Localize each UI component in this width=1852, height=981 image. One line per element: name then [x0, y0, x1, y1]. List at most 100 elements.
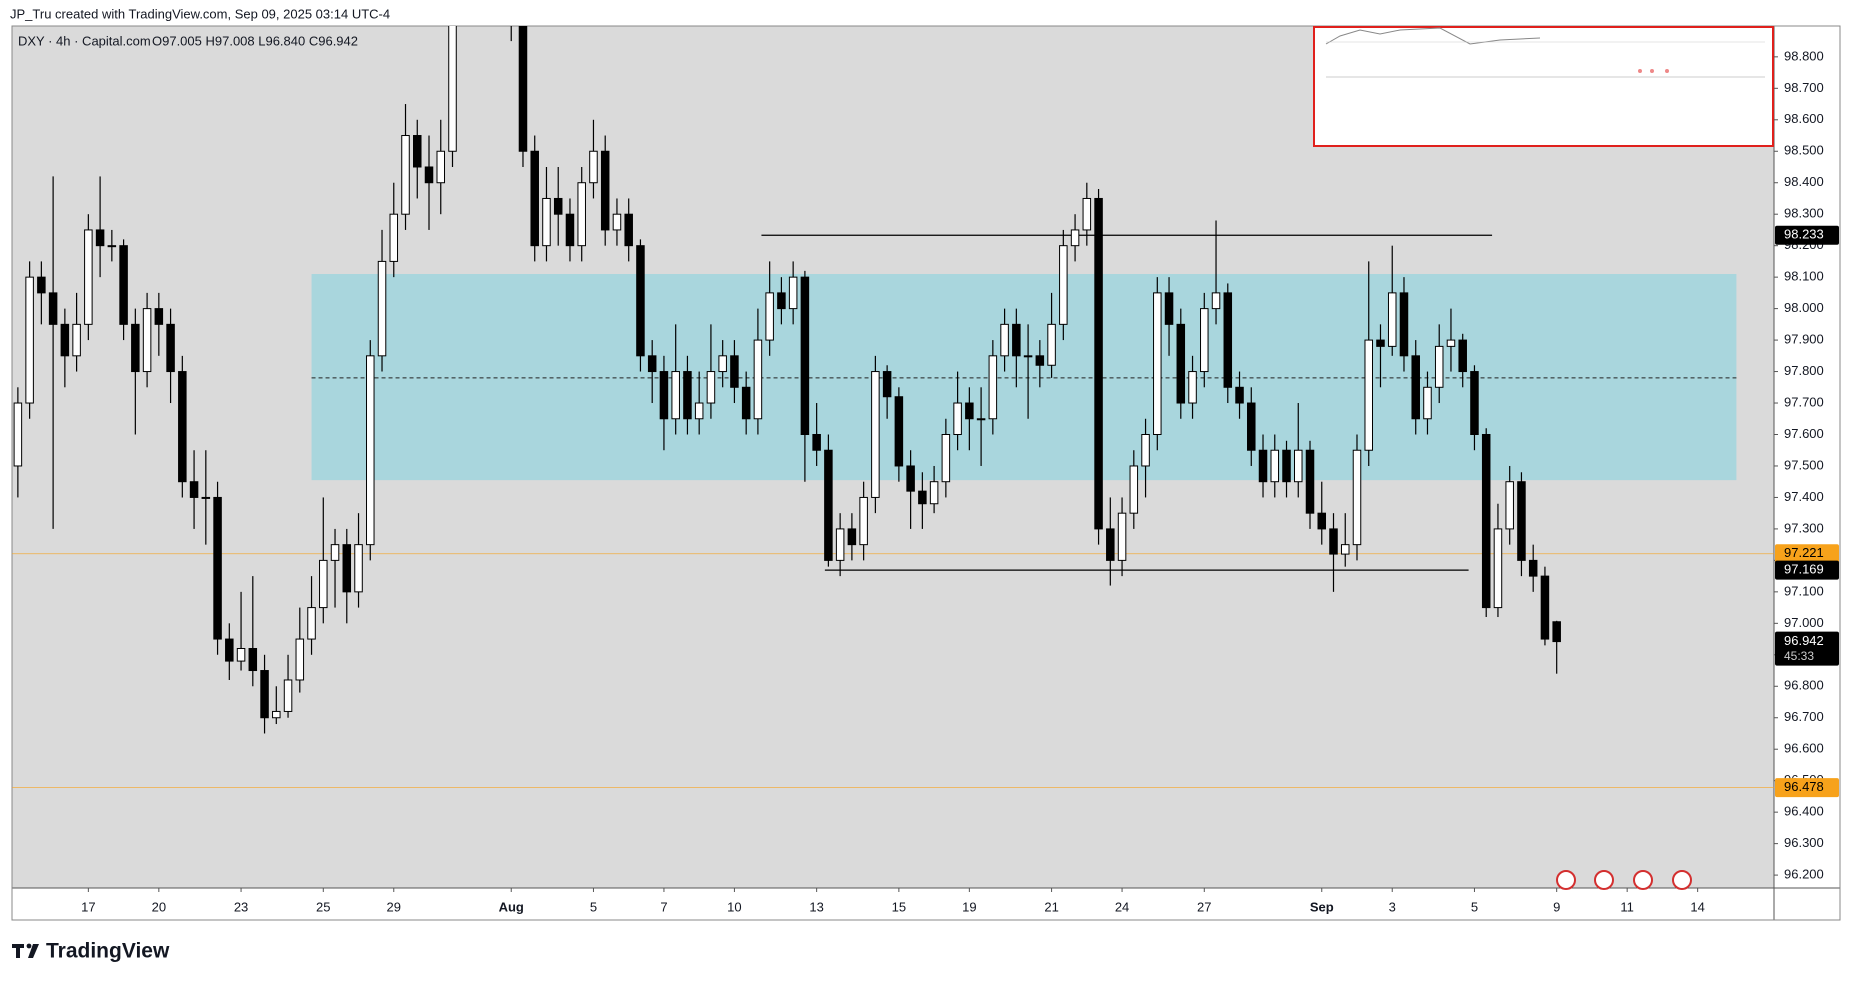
candle-body: [1423, 386, 1432, 420]
candle-body: [835, 528, 845, 561]
candle-body: [812, 433, 821, 451]
x-tick-label: 17: [81, 899, 95, 914]
header: JP_Tru created with TradingView.com, Sep…: [10, 6, 390, 21]
candle-body: [612, 213, 622, 231]
candle-body: [530, 150, 539, 247]
candle-body: [1352, 449, 1362, 546]
x-tick-label: 7: [660, 899, 667, 914]
candle-body: [25, 276, 34, 404]
y-tick-label: 97.300: [1784, 520, 1824, 535]
candle-body: [1023, 355, 1033, 358]
candle-body: [800, 276, 810, 435]
y-tick-label: 98.600: [1784, 111, 1824, 126]
plot-layer: [12, 26, 1774, 789]
candle-body: [342, 544, 352, 593]
inset-dot: [1650, 69, 1654, 73]
price-label-box: [1775, 631, 1839, 666]
event-flag[interactable]: [1594, 870, 1614, 890]
y-tick-label: 96.300: [1784, 835, 1824, 850]
candle-body: [988, 355, 998, 420]
candle-body: [307, 607, 316, 640]
candle-body: [859, 496, 868, 546]
price-label: 98.233: [1784, 227, 1824, 242]
x-tick-label: 15: [892, 899, 906, 914]
y-tick-label: 98.800: [1784, 48, 1824, 63]
candle-body: [236, 648, 246, 662]
x-tick-label: Sep: [1310, 899, 1334, 914]
candle-body: [741, 386, 751, 420]
candle-body: [1047, 323, 1056, 366]
candle-body: [929, 481, 939, 505]
logo-mark: [26, 943, 32, 949]
candle-body: [976, 418, 986, 421]
countdown: 45:33: [1784, 649, 1814, 663]
candle-body: [131, 323, 140, 373]
event-flag[interactable]: [1633, 870, 1653, 890]
candle-body: [166, 323, 175, 373]
candle-body: [1176, 323, 1186, 404]
price-label-box: [1775, 778, 1839, 798]
candle-body: [1340, 544, 1350, 555]
candle-body: [1411, 355, 1420, 420]
y-tick-label: 97.400: [1784, 489, 1824, 504]
candle-body: [894, 396, 904, 467]
candle-body: [906, 465, 915, 492]
candle-body: [413, 135, 422, 168]
price-label: 96.942: [1784, 633, 1824, 648]
y-tick-label: 97.600: [1784, 426, 1824, 441]
candle-body: [142, 308, 152, 373]
candle-body: [1387, 292, 1397, 347]
x-tick-label: 21: [1044, 899, 1058, 914]
legend-ohlc: O97.005 H97.008 L96.840 C96.942: [152, 33, 358, 48]
candle-body: [847, 528, 857, 546]
candle-body: [1317, 512, 1327, 530]
candle-body: [624, 213, 633, 247]
candle-body: [60, 323, 70, 357]
x-tick-label: 5: [1471, 899, 1478, 914]
candle-body: [600, 150, 610, 231]
candle-body: [542, 197, 551, 247]
event-icons: [1556, 870, 1692, 890]
y-tick-label: 97.100: [1784, 583, 1824, 598]
candle-body: [1012, 323, 1021, 357]
candle-body: [1329, 528, 1338, 555]
candle-body: [1552, 621, 1561, 643]
candle-body: [1164, 292, 1174, 325]
x-tick-label: 9: [1553, 899, 1560, 914]
candle-body: [119, 245, 128, 325]
x-tick-label: 25: [316, 899, 330, 914]
y-tick-label: 98.700: [1784, 80, 1824, 95]
candle-body: [330, 544, 340, 561]
x-tick-label: 29: [387, 899, 401, 914]
x-tick-label: 11: [1620, 899, 1634, 914]
candle-body: [694, 402, 704, 420]
y-tick-label: 98.100: [1784, 269, 1824, 284]
x-tick-label: 5: [590, 899, 597, 914]
candle-body: [1528, 559, 1538, 577]
candle-body: [1153, 292, 1162, 435]
inset-dot: [1638, 69, 1642, 73]
candle-body: [730, 355, 739, 388]
candle-body: [260, 670, 269, 719]
candle-body: [1223, 292, 1233, 388]
zone: [311, 273, 1737, 481]
candle-body: [48, 292, 58, 325]
candle-body: [882, 371, 892, 398]
candle-body: [1141, 433, 1150, 467]
candle-body: [589, 150, 598, 184]
candle-body: [788, 276, 798, 310]
price-label-box: [1775, 560, 1839, 580]
event-flag[interactable]: [1672, 870, 1692, 890]
candle-body: [706, 371, 716, 404]
candle-body: [765, 292, 774, 341]
candle-body: [1540, 575, 1550, 640]
candle-body: [213, 496, 222, 640]
y-tick-label: 96.800: [1784, 678, 1824, 693]
candle-body: [377, 260, 387, 357]
candle-body: [1000, 323, 1009, 357]
y-tick-label: 97.900: [1784, 332, 1824, 347]
candle-body: [1376, 339, 1385, 347]
candle-body: [225, 638, 234, 662]
event-flag[interactable]: [1556, 870, 1576, 890]
